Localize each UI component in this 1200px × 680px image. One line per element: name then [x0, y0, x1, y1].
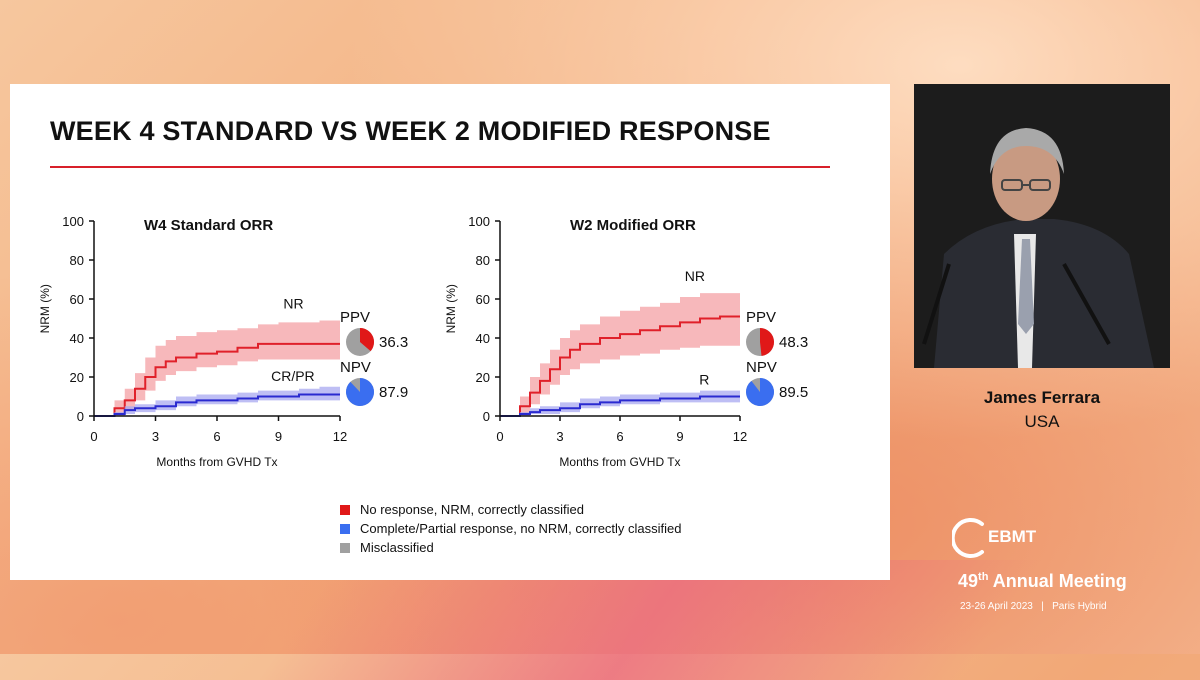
speaker-video: [914, 84, 1170, 368]
speaker-name: James Ferrara: [983, 388, 1101, 407]
legend-label: Complete/Partial response, no NRM, corre…: [360, 521, 682, 536]
presentation-slide: WEEK 4 STANDARD VS WEEK 2 MODIFIED RESPO…: [10, 84, 890, 580]
pie-correct-slice: [746, 378, 774, 406]
pie-value: 87.9: [379, 384, 408, 401]
legend-label: Misclassified: [360, 540, 434, 555]
series-label: NR: [685, 268, 705, 284]
legend-swatch-red: [340, 504, 350, 515]
x-tick-label: 0: [90, 429, 97, 444]
speaker-silhouette: [914, 84, 1170, 368]
series-line-nr: [500, 315, 740, 417]
legend-item-no-response: No response, NRM, correctly classified: [340, 500, 682, 519]
y-tick-label: 40: [476, 331, 490, 346]
slide-title: WEEK 4 STANDARD VS WEEK 2 MODIFIED RESPO…: [50, 116, 771, 146]
pie-correct-slice: [346, 378, 375, 406]
y-tick-label: 0: [483, 409, 490, 424]
meeting-name: Annual Meeting: [992, 571, 1127, 591]
meeting-location: Paris Hybrid: [1052, 601, 1107, 612]
x-tick-label: 3: [152, 429, 159, 444]
y-tick-label: 60: [70, 292, 84, 307]
meeting-dates: 23-26 April 2023: [960, 601, 1033, 612]
legend-label: No response, NRM, correctly classified: [360, 502, 584, 517]
y-tick-label: 0: [77, 409, 84, 424]
x-tick-label: 6: [213, 429, 220, 444]
legend-swatch-gray: [340, 542, 350, 553]
pie-correct-slice: [760, 328, 775, 356]
chart-title: W2 Modified ORR: [570, 217, 696, 234]
y-tick-label: 100: [468, 214, 490, 229]
ebmt-brand: EBMT: [988, 527, 1037, 546]
x-axis-label: Months from GVHD Tx: [156, 455, 277, 469]
series-label: NR: [283, 295, 303, 311]
legend: No response, NRM, correctly classified C…: [340, 500, 682, 557]
x-tick-label: 3: [556, 429, 563, 444]
y-axis-label: NRM (%): [38, 284, 52, 333]
x-axis-label: Months from GVHD Tx: [559, 455, 680, 469]
speaker-country: USA: [1024, 412, 1060, 431]
meeting-separator: |: [1041, 601, 1044, 612]
pie-correct-slice: [360, 328, 375, 352]
ebmt-logo-icon: [952, 518, 984, 558]
x-tick-label: 9: [275, 429, 282, 444]
pie-label-ppv: PPV: [746, 309, 776, 326]
y-tick-label: 80: [476, 253, 490, 268]
x-tick-label: 12: [733, 429, 747, 444]
y-axis-label: NRM (%): [444, 284, 458, 333]
y-tick-label: 100: [62, 214, 84, 229]
legend-swatch-blue: [340, 523, 350, 534]
y-tick-label: 40: [70, 331, 84, 346]
edition-suffix: th: [978, 571, 989, 583]
y-tick-label: 20: [70, 370, 84, 385]
meeting-title: 49th Annual Meeting: [958, 571, 1127, 592]
pie-label-npv: NPV: [746, 359, 777, 376]
pie-value: 48.3: [779, 334, 808, 351]
legend-item-response: Complete/Partial response, no NRM, corre…: [340, 519, 682, 538]
y-tick-label: 80: [70, 253, 84, 268]
x-tick-label: 12: [333, 429, 347, 444]
x-tick-label: 6: [616, 429, 623, 444]
series-label: CR/PR: [271, 368, 315, 384]
title-underline: [50, 166, 830, 168]
pie-value: 36.3: [379, 334, 408, 351]
series-label: R: [699, 372, 709, 388]
y-tick-label: 60: [476, 292, 490, 307]
chart-title: W4 Standard ORR: [144, 217, 273, 234]
edition-number: 49: [958, 571, 979, 591]
series-line-response: [500, 395, 740, 417]
x-tick-label: 0: [496, 429, 503, 444]
x-tick-label: 9: [676, 429, 683, 444]
meeting-date: 23-26 April 2023 | Paris Hybrid: [960, 601, 1107, 612]
pie-label-npv: NPV: [340, 359, 371, 376]
legend-item-misclassified: Misclassified: [340, 538, 682, 557]
pie-value: 89.5: [779, 384, 808, 401]
pie-label-ppv: PPV: [340, 309, 370, 326]
y-tick-label: 20: [476, 370, 490, 385]
series-line-response: [94, 393, 340, 417]
series-line-nr: [94, 342, 340, 417]
